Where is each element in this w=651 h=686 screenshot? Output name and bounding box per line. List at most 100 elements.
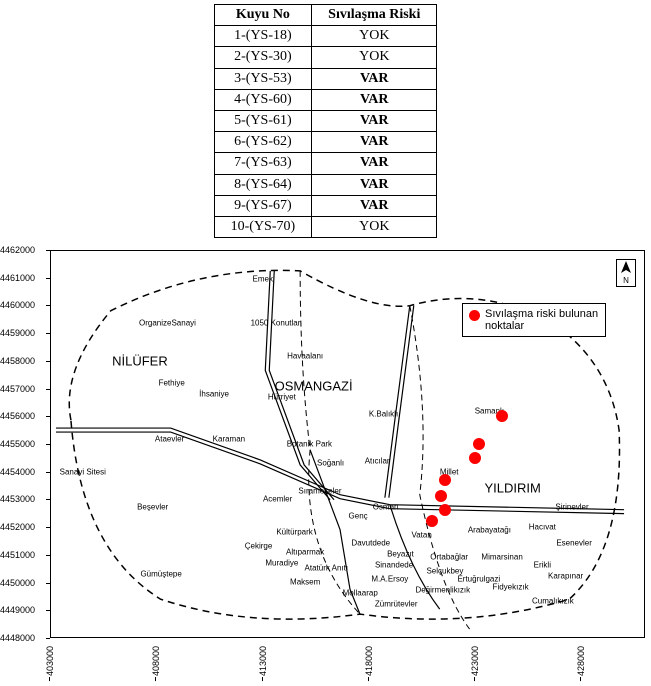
cell-risk: VAR — [312, 110, 437, 131]
cell-kuyu: 1-(YS-18) — [214, 26, 312, 47]
north-arrow: N — [616, 259, 636, 287]
district-label: Hacıvat — [529, 522, 556, 531]
map-legend: Sıvılaşma riski bulunan noktalar — [462, 303, 606, 337]
district-label: Sanayi Sitesi — [60, 467, 106, 476]
district-label: Sinandede — [375, 561, 413, 570]
cell-risk: YOK — [312, 216, 437, 237]
table-row: 9-(YS-67)VAR — [214, 195, 437, 216]
x-tick-label: 408000 — [151, 646, 161, 676]
table-row: 4-(YS-60)VAR — [214, 89, 437, 110]
y-tick-label: 4461000 — [0, 273, 35, 283]
y-tick-label: 4455000 — [0, 439, 35, 449]
district-label: Karapınar — [548, 572, 583, 581]
col-header-kuyu: Kuyu No — [214, 5, 312, 26]
district-label: OrganizeSanayi — [139, 318, 196, 327]
table-row: 5-(YS-61)VAR — [214, 110, 437, 131]
y-tick-label: 4458000 — [0, 356, 35, 366]
district-label: Atatürk Anıtı — [305, 564, 349, 573]
district-label-large: NİLÜFER — [112, 354, 168, 369]
table-row: 7-(YS-63)VAR — [214, 153, 437, 174]
district-label-large: YILDIRIM — [485, 481, 541, 496]
y-tick-label: 4451000 — [0, 550, 35, 560]
x-tick-label: 418000 — [364, 646, 374, 676]
risk-point — [473, 438, 485, 450]
y-tick-label: 4457000 — [0, 384, 35, 394]
district-label: Vatan — [411, 531, 431, 540]
cell-risk: YOK — [312, 47, 437, 68]
cell-kuyu: 10-(YS-70) — [214, 216, 312, 237]
district-label: Şirinevler — [555, 503, 588, 512]
north-label: N — [623, 276, 629, 285]
x-tick-label: 423000 — [470, 646, 480, 676]
risk-table: Kuyu No Sıvılaşma Riski 1-(YS-18)YOK2-(Y… — [214, 4, 438, 238]
x-tick-label: 413000 — [258, 646, 268, 676]
cell-kuyu: 8-(YS-64) — [214, 174, 312, 195]
table-row: 10-(YS-70)YOK — [214, 216, 437, 237]
district-label: Atıcılar — [365, 456, 390, 465]
x-tick-label: 403000 — [45, 646, 55, 676]
y-tick-label: 4453000 — [0, 494, 35, 504]
district-label: Zümrütevler — [375, 599, 418, 608]
cell-risk: VAR — [312, 132, 437, 153]
district-label: Emek — [253, 274, 273, 283]
cell-kuyu: 3-(YS-53) — [214, 68, 312, 89]
district-label-large: OSMANGAZİ — [275, 379, 353, 394]
district-label: Beşevler — [137, 503, 168, 512]
district-label: Mimarsinan — [481, 553, 522, 562]
risk-point — [439, 474, 451, 486]
district-label: Kültürpark — [276, 528, 312, 537]
col-header-risk: Sıvılaşma Riski — [312, 5, 437, 26]
district-label: Erikli — [534, 561, 551, 570]
district-label: 1050 Konutlar — [251, 318, 301, 327]
district-label: Karaman — [213, 434, 245, 443]
district-label: Havaalanı — [287, 351, 323, 360]
legend-dot-icon — [469, 310, 480, 321]
district-label: Gümüştepe — [140, 569, 181, 578]
district-label: Osman — [373, 503, 399, 512]
cell-kuyu: 7-(YS-63) — [214, 153, 312, 174]
district-label: Genç — [349, 511, 368, 520]
district-label: Değirmenlikızık — [415, 586, 470, 595]
district-label: Cumalıkızık — [532, 597, 574, 606]
y-tick-label: 4454000 — [0, 467, 35, 477]
district-label: Davutdede — [351, 539, 390, 548]
district-label: Botanik Park — [287, 440, 332, 449]
cell-kuyu: 4-(YS-60) — [214, 89, 312, 110]
risk-point — [496, 410, 508, 422]
y-tick-label: 4452000 — [0, 522, 35, 532]
map-container: 4448000444900044500004451000445200044530… — [0, 246, 651, 686]
district-label: Ataevler — [155, 434, 184, 443]
legend-label: Sıvılaşma riski bulunan noktalar — [485, 308, 599, 332]
cell-kuyu: 2-(YS-30) — [214, 47, 312, 68]
cell-risk: VAR — [312, 195, 437, 216]
district-label: Beyazıt — [387, 550, 414, 559]
district-label: Mollaarap — [343, 588, 378, 597]
district-label: Esenevler — [556, 539, 592, 548]
table-row: 3-(YS-53)VAR — [214, 68, 437, 89]
district-label: Maksem — [290, 577, 320, 586]
risk-point — [439, 504, 451, 516]
risk-point — [426, 515, 438, 527]
cell-kuyu: 5-(YS-61) — [214, 110, 312, 131]
district-label: Muradiye — [265, 558, 298, 567]
y-tick-label: 4462000 — [0, 245, 35, 255]
risk-point — [469, 452, 481, 464]
cell-risk: VAR — [312, 68, 437, 89]
district-label: Fidyekızık — [493, 583, 529, 592]
district-label: Çekirge — [245, 542, 273, 551]
y-tick-label: 4450000 — [0, 578, 35, 588]
y-tick-label: 4449000 — [0, 605, 35, 615]
district-label: Ortabağlar — [430, 553, 468, 562]
district-label: Altıparmak — [286, 547, 324, 556]
district-label: İhsaniye — [199, 390, 229, 399]
cell-kuyu: 9-(YS-67) — [214, 195, 312, 216]
risk-point — [435, 490, 447, 502]
district-label: K.Balıklı — [369, 409, 398, 418]
y-tick-label: 4456000 — [0, 411, 35, 421]
y-tick-label: 4460000 — [0, 300, 35, 310]
district-label: Sırameşeler — [298, 486, 341, 495]
district-label: M.A.Ersoy — [371, 575, 408, 584]
table-row: 1-(YS-18)YOK — [214, 26, 437, 47]
y-tick-label: 4459000 — [0, 328, 35, 338]
district-label: Arabayatağı — [468, 525, 511, 534]
